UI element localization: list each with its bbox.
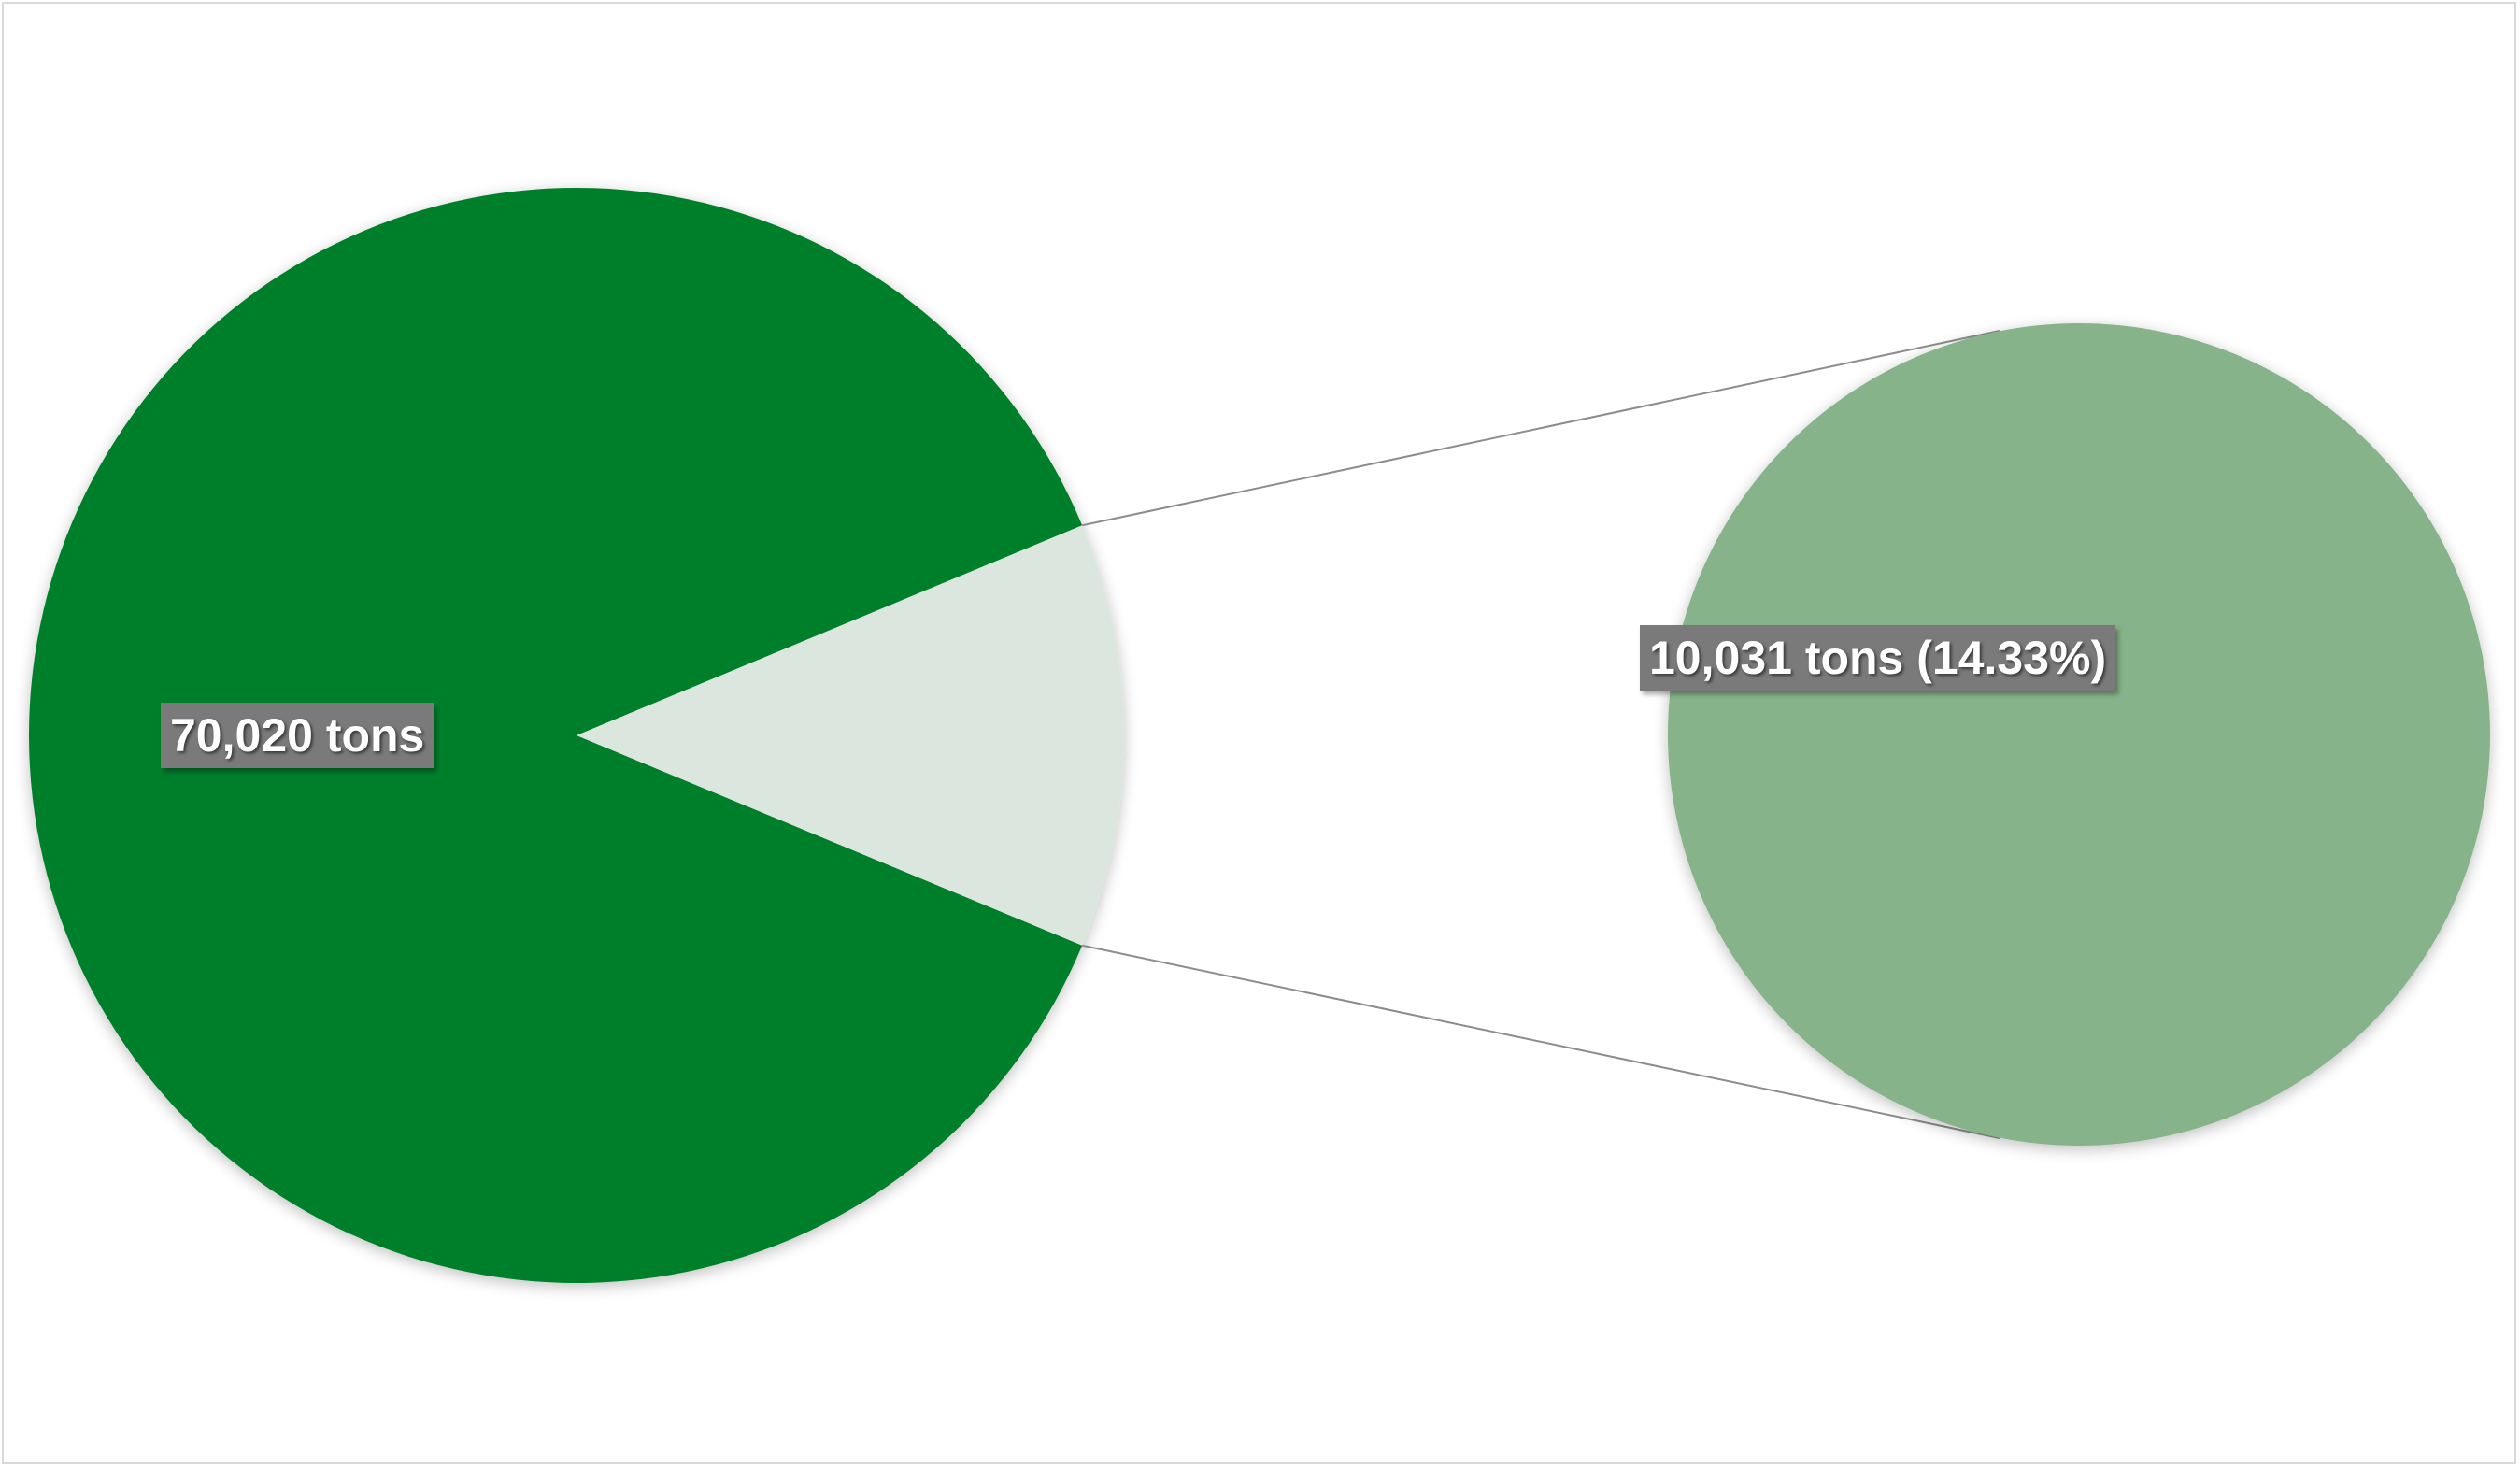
main-pie	[28, 188, 1124, 1283]
secondary-slice-data-label: 10,031 tons (14.33%)	[1640, 625, 2116, 691]
pie-slice-main	[28, 188, 1083, 1283]
main-slice-data-label: 70,020 tons	[161, 703, 434, 768]
connector-line-bottom	[1081, 944, 2000, 1139]
connector-line-top	[1081, 330, 2000, 527]
secondary-pie-slice	[1668, 323, 2490, 1146]
pie-slice-split	[577, 525, 1124, 946]
